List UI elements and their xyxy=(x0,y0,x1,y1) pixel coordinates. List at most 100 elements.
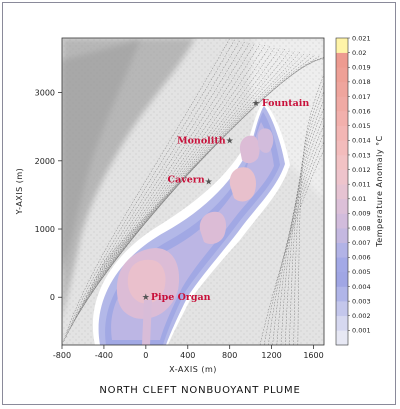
colorbar-tick-label: 0.013 xyxy=(352,151,371,159)
site-label: Fountain xyxy=(262,98,310,109)
plume-lobe-fountain xyxy=(257,128,274,153)
contour-line xyxy=(97,55,321,274)
colorbar-swatch xyxy=(336,315,348,331)
x-tick-label: 400 xyxy=(180,351,195,360)
colorbar-swatch xyxy=(336,286,348,302)
colorbar-swatch xyxy=(336,213,348,229)
colorbar-tick-label: 0.011 xyxy=(352,180,371,188)
colorbar-swatch xyxy=(336,169,348,185)
colorbar-swatch xyxy=(336,154,348,170)
colorbar-swatch xyxy=(336,125,348,141)
x-tick-label: 0 xyxy=(143,351,148,360)
x-axis-ticks: -800 -400 0 400 800 1200 1600 xyxy=(53,345,324,360)
colorbar-border xyxy=(335,37,349,346)
colorbar-swatch xyxy=(336,330,348,346)
topography-contours xyxy=(62,38,324,345)
contour-line xyxy=(284,99,324,345)
y-tick-label: 2000 xyxy=(35,157,55,166)
colorbar-swatch xyxy=(336,67,348,83)
plot-border xyxy=(61,37,325,346)
plume-stem xyxy=(142,300,152,345)
contour-line xyxy=(91,52,306,286)
site-star-icon: ★ xyxy=(252,99,260,109)
contour-line xyxy=(263,141,324,345)
contour-line xyxy=(75,44,266,318)
contour-line xyxy=(93,53,311,282)
plume-lobe-cavern xyxy=(229,167,256,202)
colorbar-tick-label: 0.01 xyxy=(352,195,366,203)
colorbar-tick-label: 0.004 xyxy=(352,283,371,291)
colorbar-tick-label: 0.007 xyxy=(352,239,371,247)
site-label: Pipe Organ xyxy=(151,292,211,303)
colorbar-swatch xyxy=(336,257,348,273)
contour-line xyxy=(89,51,301,290)
colorbar-swatch xyxy=(336,140,348,156)
contour-line xyxy=(103,57,324,262)
y-axis-ticks: 0 1000 2000 3000 xyxy=(35,89,62,302)
y-tick-label: 3000 xyxy=(35,89,55,98)
colorbar: 0.001 0.002 0.003 0.004 0.005 0.006 0.007 0.008… xyxy=(335,34,371,346)
contour-line xyxy=(95,54,316,278)
colorbar-tick-label: 0.002 xyxy=(352,312,371,320)
contour-line xyxy=(71,42,256,326)
contour-line xyxy=(69,41,251,330)
x-axis-label: X-AXIS (m) xyxy=(169,365,217,374)
y-tick-label: 1000 xyxy=(35,225,55,234)
colorbar-swatch xyxy=(336,184,348,200)
contour-line xyxy=(62,38,231,345)
site-label: Monolith xyxy=(177,135,226,146)
colorbar-swatch xyxy=(336,96,348,112)
colorbar-tick-label: 0.018 xyxy=(352,78,371,86)
x-tick-label: 1200 xyxy=(261,351,281,360)
colorbar-swatch xyxy=(336,111,348,127)
contour-line xyxy=(63,38,236,342)
plot-area: ★ Fountain★Monolith★Cavern★ Pipe Organ xyxy=(62,38,324,345)
colorbar-tick-label: 0.006 xyxy=(352,254,371,262)
colorbar-swatch xyxy=(336,242,348,258)
x-tick-label: 800 xyxy=(222,351,237,360)
temperature-plume xyxy=(92,102,290,345)
site-markers: ★ Fountain★Monolith★Cavern★ Pipe Organ xyxy=(142,98,310,303)
colorbar-tick-label: 0.014 xyxy=(352,137,371,145)
contour-line xyxy=(85,49,291,298)
colorbar-tick-label: 0.015 xyxy=(352,122,371,130)
colorbar-tick-label: 0.001 xyxy=(352,327,371,335)
site-star-icon: ★ xyxy=(142,293,150,303)
figure-frame xyxy=(2,2,396,405)
contour-line xyxy=(67,40,246,334)
contour-line xyxy=(259,149,324,345)
plume-lobe-pipe-organ-core xyxy=(127,259,166,304)
contour-line xyxy=(77,45,271,314)
colorbar-tick-label: 0.021 xyxy=(352,34,371,42)
contour-line xyxy=(87,50,296,294)
plume-lobe-mid xyxy=(199,211,226,244)
site-star-icon: ★ xyxy=(205,177,213,187)
contour-line xyxy=(83,48,286,302)
contour-line xyxy=(276,116,324,345)
colorbar-tick-label: 0.008 xyxy=(352,224,371,232)
contour-line xyxy=(65,39,241,338)
chart-title: NORTH CLEFT NONBUOYANT PLUME xyxy=(99,385,300,396)
x-tick-label: -400 xyxy=(95,351,113,360)
colorbar-tick-label: 0.016 xyxy=(352,107,371,115)
colorbar-tick-label: 0.02 xyxy=(352,49,366,57)
plume-lobe-monolith xyxy=(239,135,260,164)
x-tick-label: -800 xyxy=(53,351,71,360)
colorbar-label: Temperature Anomaly °C xyxy=(375,135,384,247)
colorbar-tick-label: 0.017 xyxy=(352,93,371,101)
y-axis-label: Y-AXIS (m) xyxy=(15,168,24,216)
colorbar-swatch xyxy=(336,301,348,317)
colorbar-swatch xyxy=(336,271,348,287)
colorbar-tick-label: 0.012 xyxy=(352,166,371,174)
x-tick-label: 1600 xyxy=(303,351,323,360)
colorbar-tick-label: 0.005 xyxy=(352,268,371,276)
colorbar-tick-label: 0.019 xyxy=(352,64,371,72)
contour-line xyxy=(272,124,324,345)
y-tick-label: 0 xyxy=(50,293,55,302)
colorbar-swatch xyxy=(336,228,348,243)
colorbar-tick-label: 0.009 xyxy=(352,210,371,218)
site-star-icon: ★ xyxy=(226,136,234,146)
contour-line xyxy=(297,74,324,345)
contour-line xyxy=(81,47,281,306)
